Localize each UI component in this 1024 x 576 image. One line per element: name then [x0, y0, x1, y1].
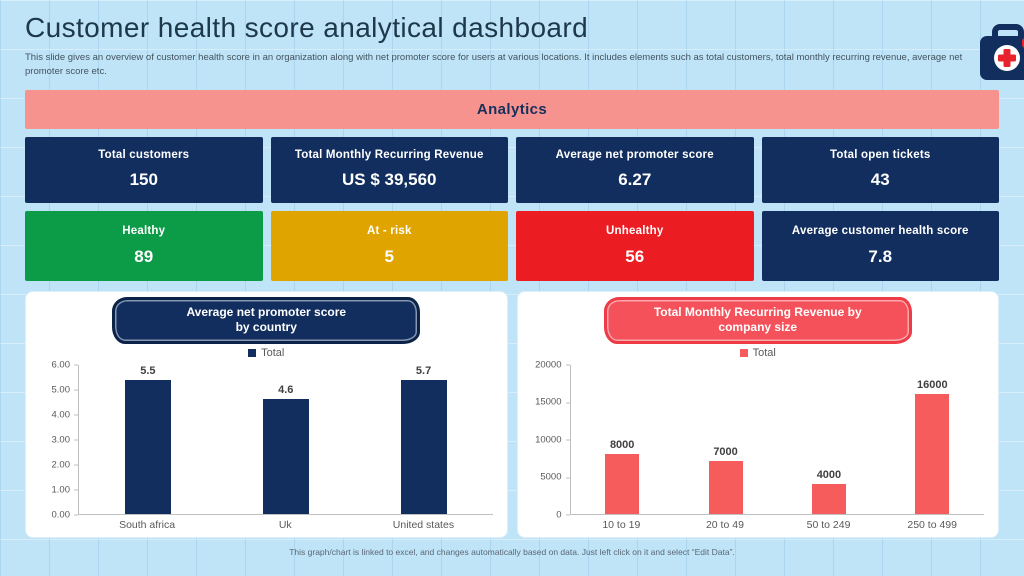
status-value: 56: [625, 246, 645, 266]
status-card-at-risk[interactable]: At - risk 5: [270, 210, 508, 281]
bar[interactable]: [915, 393, 950, 514]
kpi-value: US $ 39,560: [341, 170, 437, 189]
bar-value-label: 8000: [609, 438, 635, 451]
status-label: At - risk: [366, 224, 412, 237]
x-axis-labels: South africa Uk United states: [78, 519, 493, 531]
bar-value-label: 5.5: [140, 364, 156, 377]
plot-area: 5.5 4.6 5.7: [78, 364, 493, 515]
chart-legend: Total: [26, 347, 507, 359]
bar-column: 16000: [915, 365, 950, 514]
y-axis: 6.00 5.00 4.00 3.00 2.00 1.00 0.00: [36, 359, 78, 520]
status-card-healthy[interactable]: Healthy 89: [25, 210, 263, 281]
bar-column: 4.6: [262, 365, 309, 514]
bar-column: 5.5: [124, 364, 171, 514]
bar[interactable]: [124, 379, 171, 514]
y-axis-tick: 6.00: [51, 359, 78, 371]
legend-swatch-icon: [248, 348, 257, 357]
bar[interactable]: [708, 461, 743, 514]
analytics-banner-label: Analytics: [476, 100, 548, 118]
page-title: Customer health score analytical dashboa…: [25, 12, 589, 43]
chart-title-line1: Average net promoter score: [186, 304, 347, 319]
status-card-unhealthy[interactable]: Unhealthy 56: [516, 210, 754, 281]
status-label: Unhealthy: [606, 224, 664, 237]
chart-legend: Total: [518, 347, 999, 359]
chart-title-badge: Average net promoter score by country: [112, 296, 420, 344]
status-card-avg-customer-health-score[interactable]: Average customer health score 7.8: [761, 210, 999, 281]
status-value: 7.8: [868, 246, 893, 266]
chart-title-line2: company size: [718, 319, 798, 334]
footer-note: This graph/chart is linked to excel, and…: [289, 546, 735, 557]
status-label: Healthy: [122, 224, 166, 237]
y-axis-tick: 1.00: [51, 484, 78, 496]
kpi-value: 150: [129, 170, 158, 189]
x-axis-label: 20 to 49: [705, 518, 744, 531]
status-value: 5: [384, 246, 394, 266]
kpi-label: Total open tickets: [829, 149, 931, 162]
y-axis-tick: 10000: [535, 434, 571, 446]
bar-value-label: 5.7: [415, 364, 432, 377]
bar-column: 7000: [708, 365, 743, 514]
x-axis-label: United states: [392, 518, 455, 531]
first-aid-kit-icon: [978, 24, 1024, 86]
chart-title-line2: by country: [235, 319, 297, 334]
chart-net-promoter-score-by-country[interactable]: Average net promoter score by country To…: [25, 290, 508, 538]
status-label: Average customer health score: [791, 224, 969, 237]
analytics-banner: Analytics: [25, 89, 999, 129]
y-axis-tick: 3.00: [51, 434, 78, 446]
bar-column: 8000: [605, 365, 640, 514]
bar-column: 5.7: [400, 364, 447, 514]
bar-value-label: 4.6: [278, 383, 294, 396]
bar[interactable]: [262, 398, 309, 514]
kpi-label: Total Monthly Recurring Revenue: [294, 149, 484, 162]
x-axis-label: 250 to 499: [907, 518, 957, 531]
bar[interactable]: [811, 483, 846, 514]
header: Customer health score analytical dashboa…: [0, 0, 1024, 80]
bar[interactable]: [400, 379, 447, 514]
y-axis-tick: 0.00: [51, 509, 78, 521]
kpi-card-monthly-recurring-revenue[interactable]: Total Monthly Recurring Revenue US $ 39,…: [270, 136, 508, 203]
chart-monthly-recurring-revenue-by-company-size[interactable]: Total Monthly Recurring Revenue by compa…: [516, 290, 999, 538]
kpi-card-total-customers[interactable]: Total customers 150: [25, 136, 263, 203]
chart-title-badge: Total Monthly Recurring Revenue by compa…: [603, 296, 912, 344]
y-axis-tick: 2.00: [51, 459, 78, 471]
x-axis-label: South africa: [119, 518, 176, 531]
chart-body: 6.00 5.00 4.00 3.00 2.00 1.00 0.00 5.5 4.6 5.7: [36, 359, 493, 520]
x-axis-label: Uk: [278, 518, 292, 531]
bar-value-label: 16000: [917, 378, 948, 391]
y-axis: 20000 15000 10000 5000 0: [528, 359, 571, 520]
chart-title-line1: Total Monthly Recurring Revenue by: [653, 304, 862, 319]
bar[interactable]: [605, 453, 640, 514]
bar-value-label: 4000: [816, 468, 842, 481]
kpi-label: Average net promoter score: [555, 149, 714, 162]
legend-label: Total: [752, 346, 776, 359]
bar-value-label: 7000: [713, 446, 738, 459]
y-axis-tick: 5000: [540, 471, 570, 483]
kpi-card-total-open-tickets[interactable]: Total open tickets 43: [761, 136, 999, 203]
y-axis-tick: 0: [556, 509, 571, 521]
y-axis-tick: 20000: [535, 359, 571, 371]
legend-label: Total: [261, 346, 285, 359]
status-value: 89: [134, 246, 154, 266]
kpi-value: 6.27: [618, 170, 652, 189]
x-axis-label: 10 to 19: [602, 518, 641, 531]
kpi-row: Total customers 150 Total Monthly Recurr…: [25, 136, 999, 203]
bar-column: 4000: [811, 365, 846, 514]
x-axis-label: 50 to 249: [806, 518, 851, 531]
plot-area: 8000 7000 4000 16000: [569, 364, 984, 515]
chart-body: 20000 15000 10000 5000 0 8000 7000 4000 16000: [528, 359, 984, 520]
kpi-label: Total customers: [98, 149, 190, 162]
y-axis-tick: 15000: [535, 396, 571, 408]
kpi-card-avg-net-promoter-score[interactable]: Average net promoter score 6.27: [516, 136, 754, 203]
legend-swatch-icon: [739, 348, 748, 357]
charts-row: Average net promoter score by country To…: [25, 290, 999, 538]
kpi-value: 43: [870, 170, 890, 189]
page-subtitle: This slide gives an overview of customer…: [25, 52, 963, 78]
status-row: Healthy 89 At - risk 5 Unhealthy 56 Aver…: [25, 210, 999, 281]
y-axis-tick: 4.00: [51, 409, 78, 421]
x-axis-labels: 10 to 19 20 to 49 50 to 249 250 to 499: [570, 519, 985, 531]
y-axis-tick: 5.00: [51, 384, 78, 396]
